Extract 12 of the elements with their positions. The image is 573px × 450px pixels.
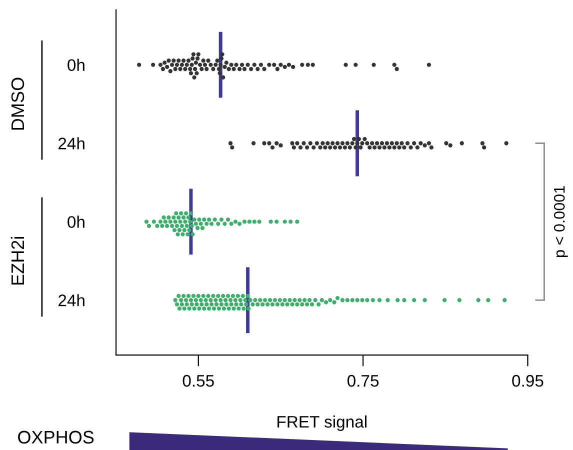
y-axis-title: EZH2i bbox=[10, 237, 24, 285]
x-tick-label: 0.95 bbox=[512, 374, 544, 387]
text: OXPHOS bbox=[18, 430, 94, 444]
y-tick-label: 24h bbox=[58, 294, 84, 306]
y-tick-label: 0h bbox=[68, 216, 84, 228]
y-tick-label: 0h bbox=[68, 58, 84, 72]
y-axis-title: DMSO bbox=[11, 78, 24, 130]
y-tick-label: 24h bbox=[58, 137, 84, 150]
x-tick-label: 0.75 bbox=[347, 374, 379, 387]
text: p < 0.0001 bbox=[554, 186, 568, 258]
x-tick-label: 0.55 bbox=[182, 374, 214, 387]
x-axis-title: FRET signal bbox=[278, 415, 366, 431]
